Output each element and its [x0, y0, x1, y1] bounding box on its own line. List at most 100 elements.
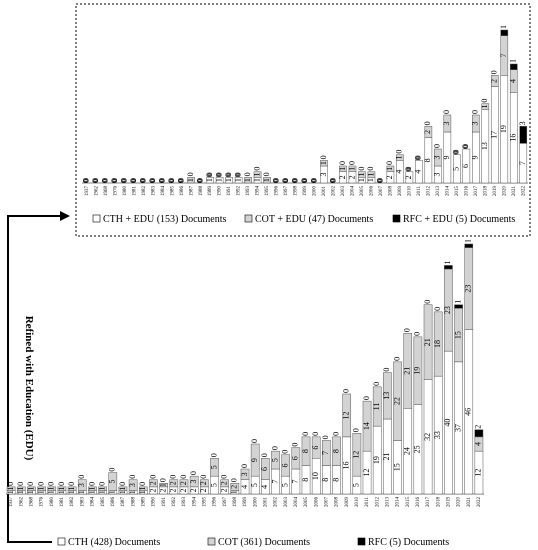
value-label-c0-s1-2003: 1: [338, 167, 347, 171]
value-label-c0-s1-2008: 1: [385, 167, 394, 171]
bar-c0-s1-2018: [481, 103, 490, 110]
tick-label-c1-1989: 1989: [141, 497, 146, 508]
value-label-c1-s1-2000: 9: [250, 458, 259, 462]
value-label-c1-s1-1988: 3: [128, 483, 137, 487]
value-label-c1-s2-1994: 0: [189, 471, 198, 475]
value-label-c0-s1-2016: 0: [461, 145, 470, 149]
tick-label-c0-2016: 2016: [464, 186, 469, 197]
value-label-c0-s0-2008: 2: [385, 175, 394, 179]
value-label-c1-s0-1995: 2: [199, 488, 208, 492]
bar-c1-s1-2006: [311, 436, 321, 459]
tick-label-c1-1990: 1990: [152, 497, 157, 508]
main-chart: 1101937110196211019681101976110198011019…: [6, 239, 484, 548]
value-label-c1-s0-2022: 12: [474, 469, 483, 477]
bar-c1-s1-1980: [47, 486, 57, 491]
tick-label-c0-1996: 1996: [275, 186, 280, 197]
value-label-c1-s0-2018: 33: [433, 431, 442, 439]
value-label-c0-s0-1986: 0: [176, 179, 185, 183]
bar-c1-s1-2017: [423, 304, 433, 380]
value-label-c1-s2-1983: 0: [77, 475, 86, 479]
bar-c1-s1-2015: [403, 333, 413, 409]
tick-label-c0-1988: 1988: [199, 186, 204, 197]
value-label-c1-s0-2007: 8: [321, 478, 330, 482]
tick-label-c1-2001: 2001: [263, 497, 268, 508]
tick-label-c1-1981: 1981: [60, 497, 65, 508]
bar-c0-s1-2009: [396, 154, 404, 161]
bar-c1-s1-1982: [67, 486, 77, 491]
value-label-c0-s0-2017: 9: [471, 156, 480, 160]
value-label-c0-s1-2019: 2: [490, 79, 499, 83]
bar-c1-s1-1990: [149, 479, 158, 488]
value-label-c1-s2-1976: 0: [36, 482, 45, 486]
bar-c1-s1-1999: [240, 468, 250, 480]
value-label-c0-s2-2011: 0: [414, 155, 423, 159]
value-label-c1-s1-1962: 1: [16, 487, 25, 491]
value-label-c0-s0-2016: 6: [461, 164, 470, 168]
bar-c1-s2-2022: [474, 429, 484, 438]
value-label-c0-s2-1989: 0: [205, 172, 214, 176]
tick-label-c1-2011: 2011: [365, 497, 370, 507]
value-label-c1-s2-2019: 1: [443, 260, 452, 264]
value-label-c1-s0-1998: 1: [230, 490, 239, 494]
value-label-c0-s1-2011: 0: [414, 156, 423, 160]
value-label-c0-s2-2000: 0: [309, 178, 318, 182]
value-label-c1-s2-2003: 0: [281, 450, 290, 454]
value-label-c0-s0-2012: 8: [423, 158, 432, 162]
bar-c1-s2-2019: [444, 265, 453, 270]
bar-c0-s0-2010: [405, 171, 414, 184]
legend-swatch-c0-0: [92, 214, 101, 223]
value-label-c1-s1-1976: 1: [36, 487, 45, 491]
value-label-c0-s0-1996: 0: [271, 179, 280, 183]
value-label-c0-s1-1976: 0: [110, 179, 119, 183]
bar-c0-s1-2019: [490, 75, 499, 87]
value-label-c1-s0-1994: 2: [189, 488, 198, 492]
value-label-c0-s2-2020: 1: [499, 25, 508, 29]
value-label-c0-s1-2020: 7: [499, 54, 508, 58]
tick-label-c1-2008: 2008: [335, 497, 340, 508]
value-label-c0-s0-1985: 0: [167, 179, 176, 183]
value-label-c1-s2-2016: 0: [413, 332, 422, 336]
value-label-c1-s1-1987: 1: [118, 487, 127, 491]
value-label-c0-s1-1984: 0: [157, 179, 166, 183]
bar-c1-s1-1968: [27, 486, 36, 491]
bar-c1-s1-1993: [179, 479, 189, 488]
value-label-c1-s0-2006: 10: [311, 472, 320, 480]
tick-label-c1-1992: 1992: [172, 497, 177, 508]
tick-label-c0-2011: 2011: [417, 186, 422, 196]
bar-c1-s2-2021: [464, 243, 474, 248]
value-label-c1-s1-2014: 22: [392, 397, 401, 405]
value-label-c0-s0-2011: 4: [414, 170, 423, 174]
value-label-c1-s2-2011: 0: [362, 396, 371, 400]
tick-label-c1-1985: 1985: [101, 497, 106, 508]
value-label-c0-s1-1992: 0: [233, 173, 242, 177]
bar-c1-s1-2010: [352, 433, 362, 477]
tick-label-c0-2008: 2008: [389, 186, 394, 197]
value-label-c1-s1-2019: 23: [443, 306, 452, 314]
tick-label-c0-1991: 1991: [227, 186, 232, 197]
value-label-c0-s1-1987: 1: [186, 178, 195, 182]
bar-c1-s1-1997: [220, 479, 229, 488]
value-label-c0-s0-1981: 0: [129, 179, 138, 183]
value-label-c1-s1-1998: 2: [230, 485, 239, 489]
bar-c1-s1-1998: [230, 483, 240, 491]
value-label-c1-s1-1996: 5: [209, 465, 218, 469]
value-label-c0-s1-2009: 1: [395, 156, 404, 160]
bar-c0-s1-2017: [472, 114, 480, 133]
value-label-c1-s0-1980: 1: [47, 490, 56, 494]
value-label-c1-s0-2014: 15: [392, 463, 401, 471]
value-label-c0-s2-1990: 0: [214, 172, 223, 176]
value-label-c1-s2-2022: 2: [474, 425, 483, 429]
value-label-c0-s2-2001: 0: [319, 155, 328, 159]
value-label-c1-s0-2013: 21: [382, 453, 391, 461]
tick-label-c1-1962: 1962: [19, 497, 24, 508]
value-label-c0-s1-2015: 0: [452, 151, 461, 155]
value-label-c1-s1-2009: 12: [342, 411, 351, 419]
value-label-c0-s1-2004: 1: [347, 167, 356, 171]
value-label-c0-s1-1962: 0: [91, 179, 100, 183]
bar-c1-s1-1989: [138, 486, 148, 491]
tick-label-c1-2007: 2007: [325, 497, 330, 508]
value-label-c0-s0-1976: 0: [110, 179, 119, 183]
value-label-c0-s0-1962: 0: [91, 179, 100, 183]
tick-label-c1-2021: 2021: [467, 497, 472, 508]
value-label-c0-s1-2002: 0: [328, 179, 337, 183]
